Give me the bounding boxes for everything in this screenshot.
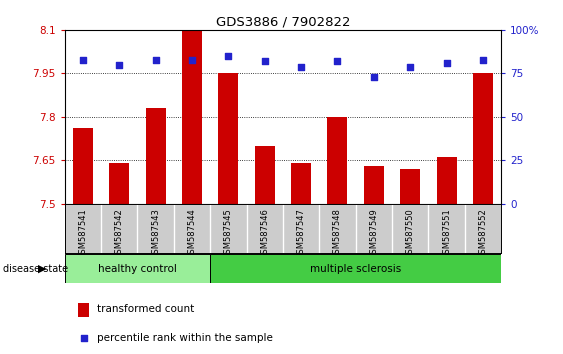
Text: GSM587549: GSM587549	[369, 208, 378, 259]
Text: GSM587546: GSM587546	[260, 208, 269, 259]
Bar	[182, 30, 202, 204]
Bar	[291, 163, 311, 204]
Point	[224, 53, 233, 59]
Point	[333, 58, 342, 64]
Bar	[109, 163, 129, 204]
Title: GDS3886 / 7902822: GDS3886 / 7902822	[216, 16, 350, 29]
Text: percentile rank within the sample: percentile rank within the sample	[97, 333, 274, 343]
Point	[78, 57, 87, 62]
Bar	[473, 73, 493, 204]
Bar	[400, 169, 420, 204]
Text: ▶: ▶	[38, 264, 47, 274]
Text: GSM587550: GSM587550	[406, 208, 415, 259]
Point	[297, 64, 306, 69]
Bar	[254, 146, 275, 204]
Text: GSM587547: GSM587547	[297, 208, 306, 259]
Text: GSM587552: GSM587552	[479, 208, 488, 259]
Bar	[73, 129, 93, 204]
Bar	[146, 108, 166, 204]
Point	[115, 62, 124, 68]
Point	[187, 57, 196, 62]
Point	[79, 335, 88, 341]
Point	[369, 74, 378, 80]
Bar	[65, 254, 210, 283]
Point	[442, 60, 451, 66]
Point	[151, 57, 160, 62]
Text: GSM587542: GSM587542	[115, 208, 124, 259]
Bar	[364, 166, 384, 204]
Text: GSM587548: GSM587548	[333, 208, 342, 259]
Text: GSM587551: GSM587551	[442, 208, 451, 259]
Text: GSM587541: GSM587541	[78, 208, 87, 259]
Point	[260, 58, 269, 64]
Bar	[218, 73, 238, 204]
Text: GSM587544: GSM587544	[187, 208, 196, 259]
Point	[479, 57, 488, 62]
Bar	[328, 117, 347, 204]
Point	[406, 64, 415, 69]
Text: GSM587543: GSM587543	[151, 208, 160, 259]
Bar	[78, 303, 89, 317]
Text: multiple sclerosis: multiple sclerosis	[310, 264, 401, 274]
Text: transformed count: transformed count	[97, 304, 195, 314]
Text: healthy control: healthy control	[98, 264, 177, 274]
Text: GSM587545: GSM587545	[224, 208, 233, 259]
Bar	[436, 157, 457, 204]
Bar	[210, 254, 501, 283]
Text: disease state: disease state	[3, 264, 68, 274]
